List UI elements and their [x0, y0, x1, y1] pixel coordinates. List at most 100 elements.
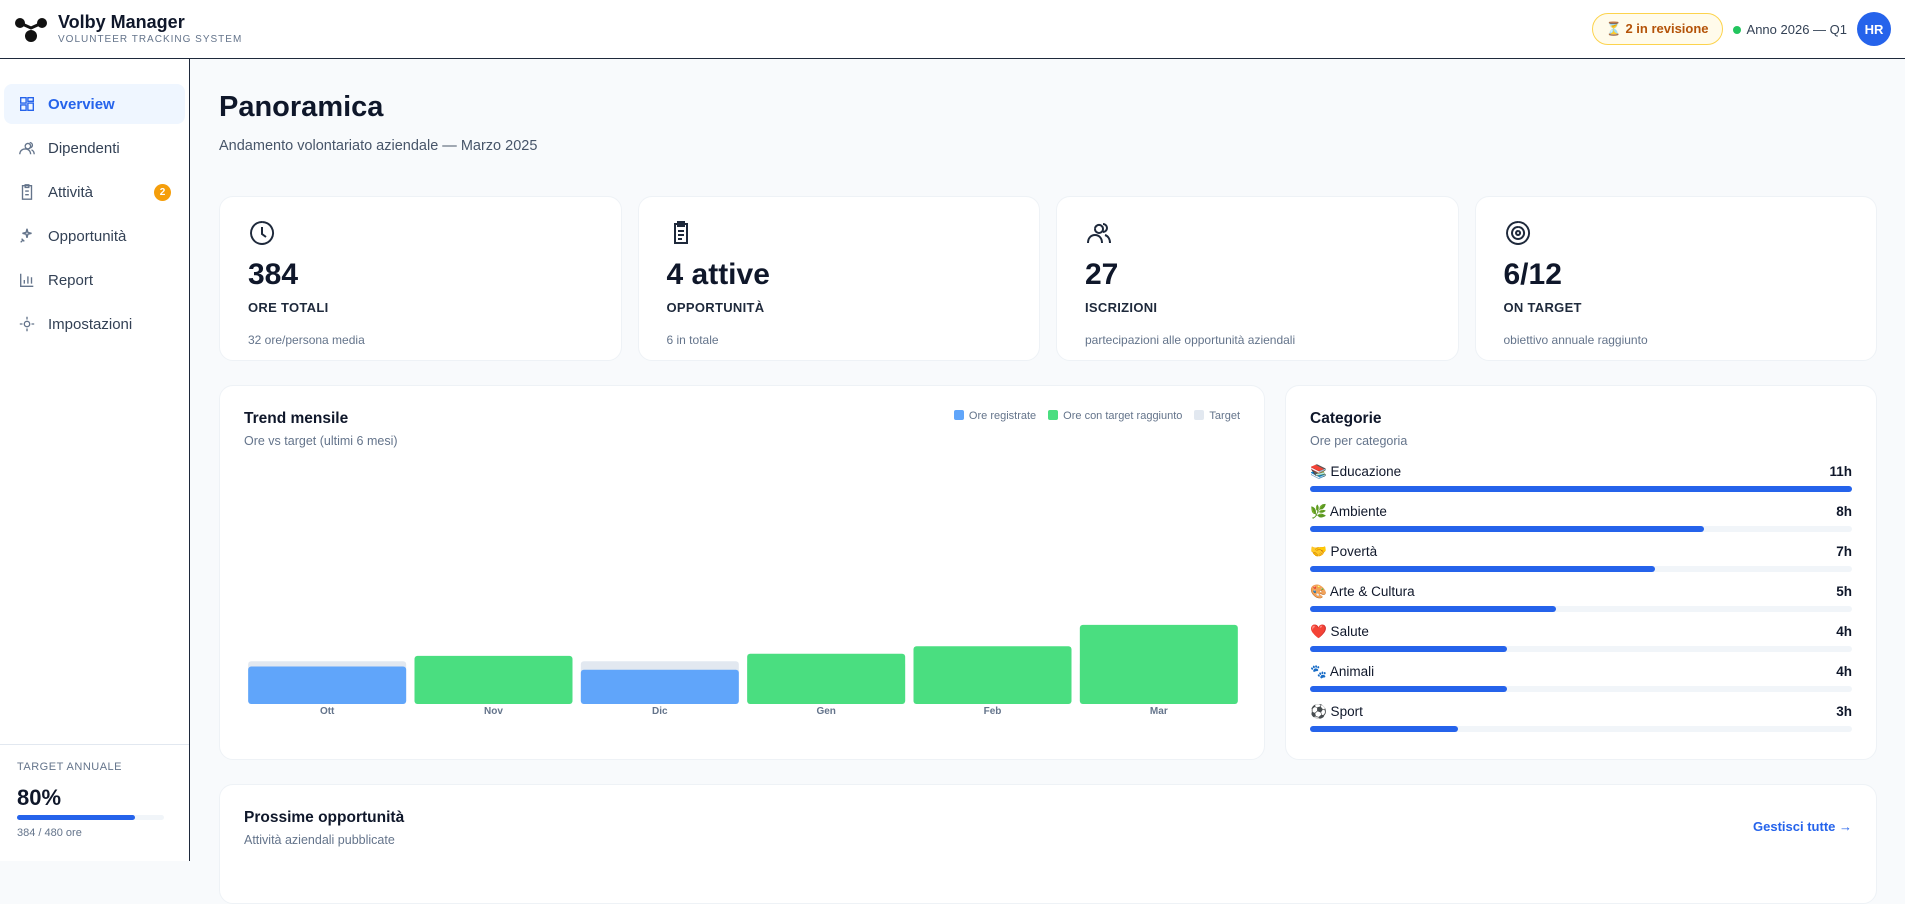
x-tick-label: Nov [484, 706, 503, 717]
category-bar [1310, 566, 1655, 572]
icon-path [21, 274, 34, 287]
stat-icon [1504, 219, 1532, 247]
nav-icon [18, 315, 36, 333]
stat-label: OPPORTUNITÀ [667, 300, 1012, 315]
category-bar [1310, 646, 1507, 652]
stat-value: 6/12 [1504, 258, 1849, 292]
legend-label: Ore registrate [969, 410, 1036, 422]
category-track [1310, 646, 1852, 652]
category-label: 🌿 Ambiente [1310, 504, 1387, 520]
category-track [1310, 486, 1852, 492]
stat-note: obiettivo annuale raggiunto [1504, 333, 1849, 347]
category-label: 🎨 Arte & Cultura [1310, 584, 1415, 600]
category-bar [1310, 686, 1507, 692]
nav-icon [18, 95, 36, 113]
category-row: 🐾 Animali 4h [1310, 664, 1852, 680]
status-dot [1733, 26, 1741, 34]
category-label: 🤝 Povertà [1310, 544, 1377, 560]
stat-label: ORE TOTALI [248, 300, 593, 315]
category-track [1310, 726, 1852, 732]
stat-icon [667, 219, 695, 247]
stat-value: 384 [248, 258, 593, 292]
icon-path [20, 143, 34, 155]
target-detail: 384 / 480 ore [17, 827, 172, 839]
category-label: ⚽ Sport [1310, 704, 1363, 720]
target-fill [17, 815, 135, 820]
icon-path [23, 185, 32, 199]
period: Anno 2026 — Q1 [1747, 22, 1847, 37]
x-tick-label: Feb [984, 706, 1002, 717]
legend-label: Target [1209, 410, 1240, 422]
chart-title: Categorie [1310, 410, 1852, 428]
stat-label: ISCRIZIONI [1085, 300, 1430, 315]
page: Volby Manager VOLUNTEER TRACKING SYSTEM … [0, 0, 1905, 861]
stat-icon [248, 219, 276, 247]
topbar-right: ⏳ 2 in revisione Anno 2026 — Q1 HR [1592, 12, 1891, 46]
category-track [1310, 686, 1852, 692]
nav-item[interactable]: Report [4, 260, 185, 300]
stat-card: 4 attive OPPORTUNITÀ 6 in totale [638, 196, 1041, 361]
main: Panoramica Andamento volontariato aziend… [191, 59, 1905, 861]
stat-value: 4 attive [667, 258, 1012, 292]
category-value: 5h [1836, 584, 1852, 600]
x-tick-label: Ott [320, 706, 335, 717]
manage-link[interactable]: Gestisci tutte → [1753, 819, 1852, 834]
icon-path [1507, 222, 1529, 244]
category-value: 4h [1836, 664, 1852, 680]
stat-icon [1085, 219, 1113, 247]
page-title: Panoramica [219, 91, 1877, 124]
nav-icon [18, 227, 36, 245]
category-label: 🐾 Animali [1310, 664, 1374, 680]
nav-item[interactable]: Dipendenti [4, 128, 185, 168]
category-track [1310, 566, 1852, 572]
category-bar [1310, 726, 1458, 732]
legend-entry: Ore registrate [954, 410, 1036, 422]
nav-item[interactable]: Impostazioni [4, 304, 185, 344]
nav-label: Overview [48, 96, 115, 113]
category-track [1310, 606, 1852, 612]
bar [914, 646, 1072, 704]
upcoming-panel: Prossime opportunità Attività aziendali … [219, 784, 1877, 904]
nav-label: Opportunità [48, 228, 126, 245]
annual-target: TARGET ANNUALE 80% 384 / 480 ore [0, 744, 189, 861]
x-tick-label: Mar [1150, 706, 1168, 717]
category-value: 3h [1836, 704, 1852, 720]
nav-item[interactable]: Overview [4, 84, 185, 124]
icon-path [1088, 224, 1110, 243]
category-value: 8h [1836, 504, 1852, 520]
avatar[interactable]: HR [1857, 12, 1891, 46]
bar [581, 670, 739, 704]
nav-item[interactable]: Opportunità [4, 216, 185, 256]
icon-path [21, 98, 34, 111]
icon-path [21, 229, 32, 243]
bar [747, 654, 905, 704]
review-badge[interactable]: ⏳ 2 in revisione [1592, 13, 1723, 45]
brand: Volby Manager [58, 13, 242, 31]
target-value: 80% [17, 785, 172, 811]
legend-label: Ore con target raggiunto [1063, 410, 1182, 422]
category-row: 🤝 Povertà 7h [1310, 544, 1852, 560]
legend-swatch [954, 410, 964, 420]
category-row: 🌿 Ambiente 8h [1310, 504, 1852, 520]
category-track [1310, 526, 1852, 532]
trend-panel: Trend mensile Ore vs target (ultimi 6 me… [219, 385, 1265, 760]
category-label: ❤️ Salute [1310, 624, 1369, 640]
upcoming-subtitle: Attività aziendali pubblicate [244, 833, 1852, 847]
page-subtitle: Andamento volontariato aziendale — Marzo… [219, 138, 1877, 154]
nav-label: Attività [48, 184, 93, 201]
stat-note: 6 in totale [667, 333, 1012, 347]
x-tick-label: Dic [652, 706, 668, 717]
category-bar [1310, 526, 1704, 532]
topbar: Volby Manager VOLUNTEER TRACKING SYSTEM … [0, 0, 1905, 59]
bar [415, 656, 573, 704]
category-value: 7h [1836, 544, 1852, 560]
nav-icon [18, 139, 36, 157]
stat-note: 32 ore/persona media [248, 333, 593, 347]
